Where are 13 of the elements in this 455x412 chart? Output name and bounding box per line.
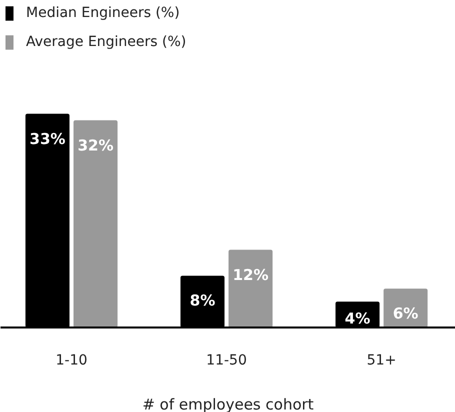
data-label: 33% bbox=[30, 130, 66, 148]
x-tick-label: 51+ bbox=[366, 352, 396, 368]
data-label: 8% bbox=[190, 292, 216, 310]
legend-label: Median Engineers (%) bbox=[26, 5, 180, 21]
data-label: 12% bbox=[232, 266, 269, 284]
bar bbox=[228, 250, 273, 328]
data-label: 4% bbox=[344, 310, 370, 328]
data-label: 6% bbox=[392, 304, 418, 323]
bar bbox=[74, 120, 118, 328]
data-label: 32% bbox=[78, 136, 114, 154]
x-tick-label: 1-10 bbox=[56, 352, 88, 368]
legend-label: Average Engineers (%) bbox=[26, 34, 186, 50]
x-tick-label: 11-50 bbox=[206, 352, 247, 368]
